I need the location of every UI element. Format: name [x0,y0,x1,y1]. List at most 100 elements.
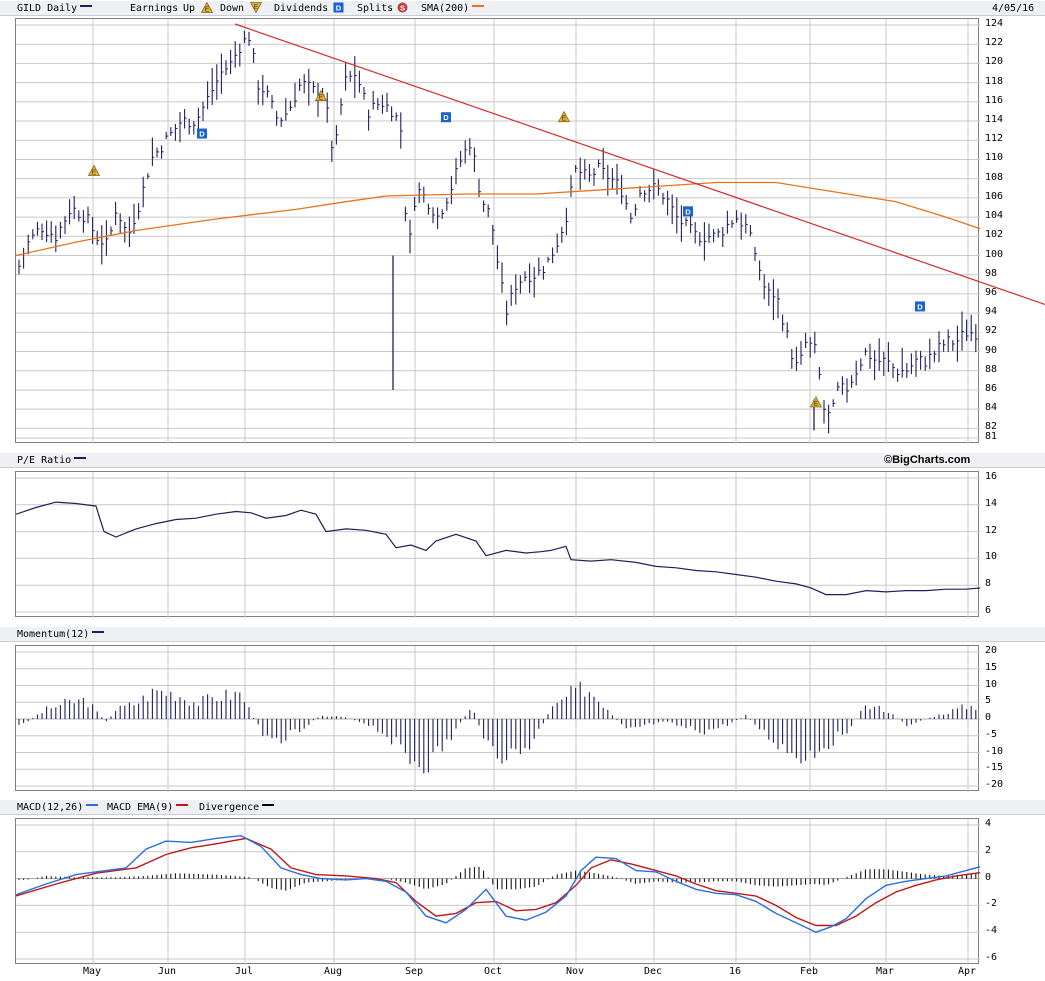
y-tick-label: 82 [985,421,998,433]
momentum-panel [15,645,980,792]
y-tick-label: -5 [985,728,998,740]
earnings-triangle [809,396,823,408]
y-tick-label: -15 [985,762,1004,774]
y-tick-label: 0 [985,871,992,883]
pe-label: P/E Ratio [17,455,87,466]
x-tick-label: Jul [234,966,254,977]
macd-chart [16,819,980,965]
earnings-down-label: Down [220,3,245,14]
y-tick-label: 16 [985,471,998,482]
y-tick-label: 96 [985,286,998,298]
x-tick-label: Mar [875,966,895,977]
y-tick-label: -4 [985,925,998,937]
macd-text: MACD(12,26) [17,802,84,813]
price-swatch [80,5,93,7]
y-tick-label: 81 [985,431,998,442]
earnings-triangle [87,164,101,176]
symbol-text: GILD Daily [17,3,78,14]
earnings-marker: E [87,164,101,176]
macd-ema-swatch [176,804,189,806]
earnings-marker: E [809,396,823,408]
price-legend-bar: GILD Daily Earnings Up E Down E Dividend… [0,1,1045,16]
x-tick-label: Jun [157,966,177,977]
x-tick-label: Sep [404,966,424,977]
pe-line [16,501,980,596]
y-tick-label: 108 [985,171,1004,183]
y-tick-label: 20 [985,645,998,656]
pe-chart [16,472,980,618]
y-tick-label: 10 [985,678,998,690]
y-tick-label: 122 [985,37,1004,49]
macd-ema-label: MACD EMA(9) [107,802,189,813]
earnings-label: Earnings [130,3,179,14]
y-tick-label: 92 [985,325,998,337]
momentum-swatch [92,631,105,633]
y-tick-label: 116 [985,94,1004,106]
dividend-glyph: D [685,207,691,216]
momentum-label: Momentum(12) [17,629,105,640]
y-tick-label: 98 [985,267,998,279]
y-tick-label: 2 [985,844,992,856]
earnings-up-icon: E [200,1,214,16]
divergence-text: Divergence [199,802,260,813]
earnings-up-label: Up [183,3,196,14]
y-tick-label: 84 [985,402,998,414]
macd-swatch [86,804,99,806]
symbol-label: GILD Daily [17,3,93,14]
splits-label: Splits [357,3,394,14]
dividend-icon: D [333,2,344,16]
y-tick-label: 88 [985,363,998,375]
sma-swatch [472,5,485,7]
chart-date: 4/05/16 [992,3,1035,14]
x-tick-label: Oct [483,966,503,977]
dividend-marker: D [915,301,925,312]
earnings-marker: E [314,89,328,102]
y-tick-label: 4 [985,818,992,829]
dividend-box [197,128,207,139]
macd-legend-bar: MACD(12,26) MACD EMA(9) Divergence [0,800,1045,815]
y-tick-label: 118 [985,75,1004,87]
y-tick-label: 104 [985,210,1004,222]
y-tick-label: 8 [985,578,992,590]
y-tick-label: 100 [985,248,1004,260]
x-tick-label: Nov [565,966,585,977]
earnings-glyph: E [814,401,819,408]
bigcharts-credit: ©BigCharts.com [884,454,971,466]
earnings-glyph: E [319,95,324,102]
earnings-down-icon: E [249,2,263,16]
dividend-glyph: D [443,113,449,122]
y-tick-label: 120 [985,56,1004,68]
svg-text:E: E [205,7,210,14]
y-tick-label: -20 [985,779,1004,790]
dividend-glyph: D [199,130,205,139]
momentum-chart [16,646,980,792]
y-tick-label: -6 [985,952,998,963]
momentum-legend-bar: Momentum(12) [0,627,1045,642]
y-tick-label: 102 [985,229,1004,241]
price-panel: E E E E D D D D [15,18,980,444]
y-tick-label: 15 [985,661,998,673]
y-tick-label: 124 [985,18,1004,29]
sma-line [16,181,980,257]
y-tick-label: 0 [985,712,992,723]
x-tick-label: Feb [799,966,819,977]
y-tick-label: -2 [985,898,998,910]
y-tick-label: 6 [985,605,992,616]
divergence-swatch [262,804,275,806]
dividend-marker: D [683,206,693,217]
split-icon: S [397,2,408,16]
x-tick-label: 16 [728,966,742,977]
y-tick-label: 112 [985,133,1004,145]
svg-text:S: S [400,4,405,13]
y-tick-label: 10 [985,551,998,563]
y-tick-label: 5 [985,695,992,707]
dividend-box [915,301,925,312]
pe-swatch [74,457,87,459]
y-tick-label: 12 [985,524,998,536]
dividends-label: Dividends [274,3,329,14]
pe-text: P/E Ratio [17,455,72,466]
y-tick-label: 14 [985,497,998,509]
macd-label: MACD(12,26) [17,802,99,813]
pe-panel [15,471,980,618]
dividend-marker: D [441,112,451,123]
